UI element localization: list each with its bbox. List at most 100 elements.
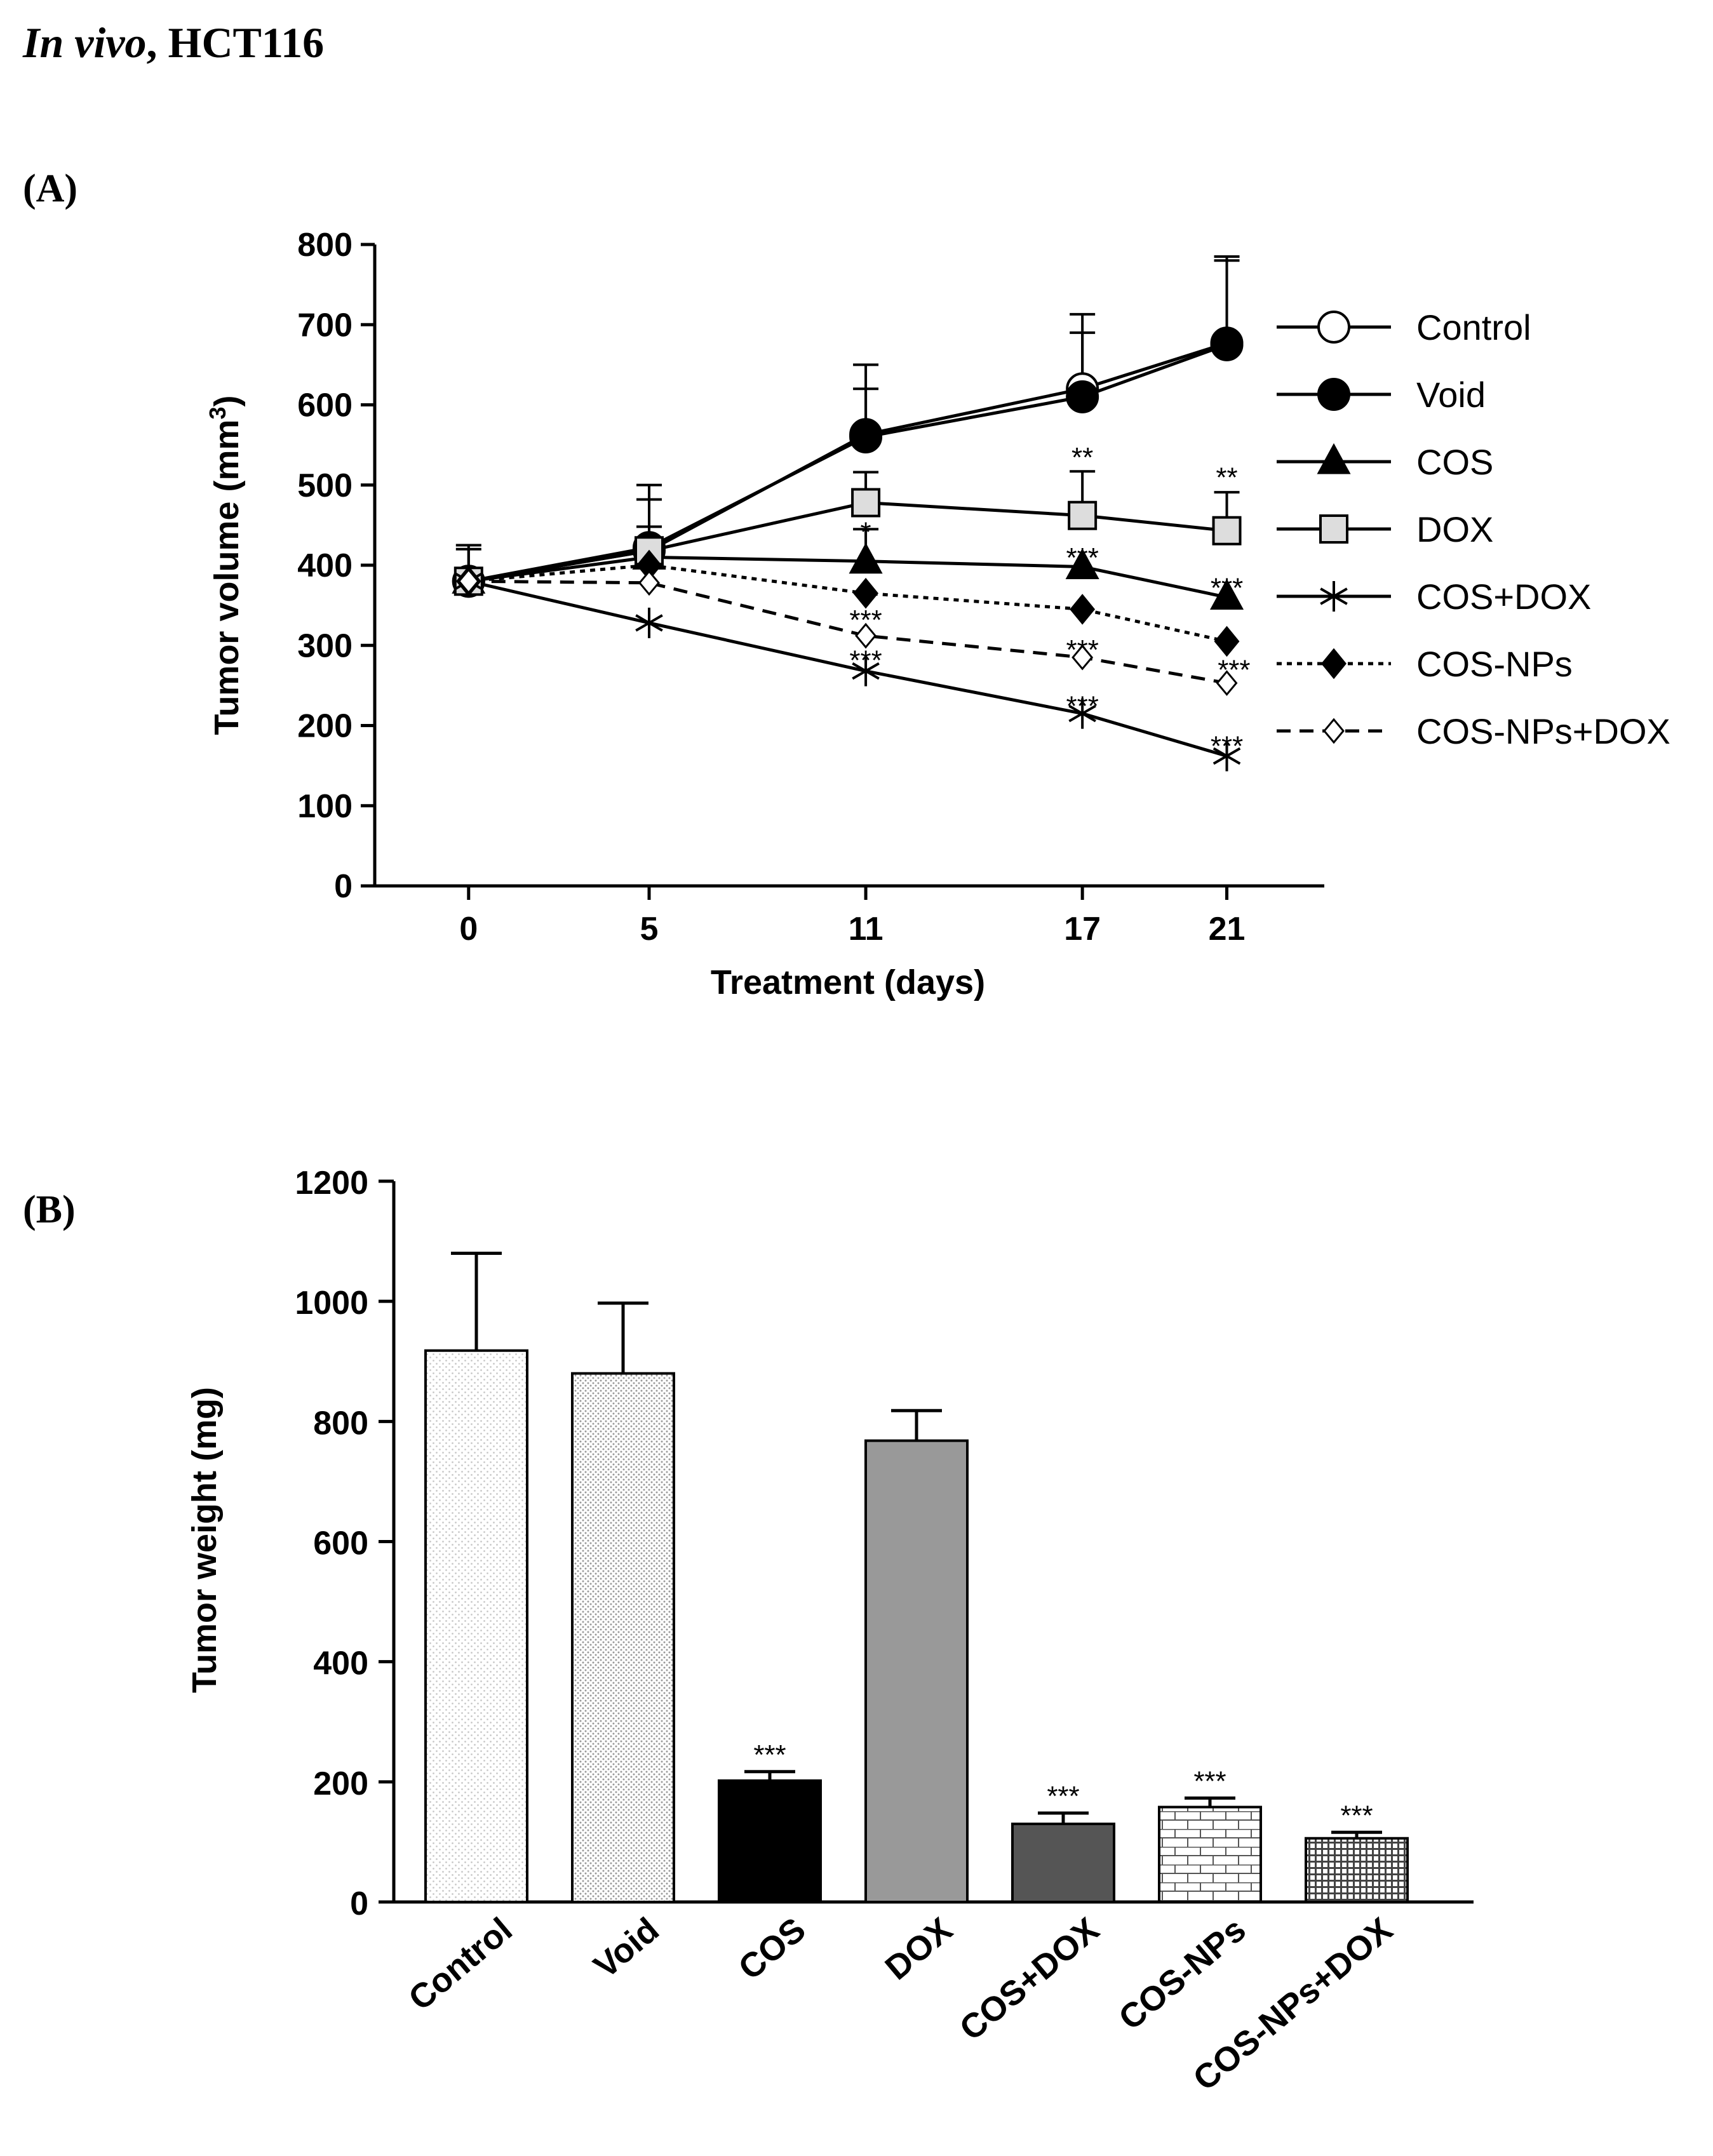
- category-label: COS-NPs: [1112, 1910, 1253, 2037]
- y-axis-title: Tumor weight (mg): [185, 1387, 224, 1693]
- data-point: [635, 607, 663, 638]
- data-point: [638, 570, 660, 596]
- legend-label: Control: [1416, 307, 1531, 347]
- y-tick-label: 600: [313, 1525, 368, 1562]
- significance-label: *: [861, 516, 871, 547]
- y-tick-label: 400: [297, 547, 353, 584]
- series-line-control: [468, 341, 1228, 583]
- legend-label: Void: [1416, 375, 1486, 415]
- y-tick-label: 100: [297, 788, 353, 825]
- y-tick-label: 200: [313, 1765, 368, 1802]
- x-axis-title: Treatment (days): [711, 963, 985, 1001]
- bar-cos: [718, 1779, 822, 1903]
- legend-marker: [1321, 648, 1347, 680]
- legend-label: COS: [1416, 442, 1493, 482]
- y-tick-label: 0: [350, 1885, 368, 1922]
- y-tick-label: 400: [313, 1645, 368, 1682]
- legend-marker: [1319, 514, 1348, 544]
- chart-a-axes: [373, 244, 1324, 888]
- series-line-cos-nps-dox: [468, 579, 1227, 685]
- data-point: [1212, 516, 1242, 546]
- y-tick-label: 600: [297, 387, 353, 424]
- x-tick-label: 17: [1064, 911, 1101, 947]
- data-point: [853, 577, 879, 609]
- x-tick-label: 5: [640, 911, 659, 947]
- significance-annotations: *****************************: [849, 442, 1250, 762]
- data-point: [1068, 500, 1098, 530]
- category-label: COS+DOX: [953, 1910, 1106, 2048]
- category-label: Void: [587, 1910, 666, 1986]
- significance-label: ***: [1211, 573, 1243, 604]
- legend-marker: [1320, 581, 1348, 612]
- significance-label: ***: [753, 1739, 786, 1771]
- significance-label: ***: [1066, 542, 1098, 573]
- y-tick-label: 300: [297, 627, 353, 664]
- data-point: [1071, 644, 1094, 671]
- y-tick-label: 0: [334, 868, 353, 905]
- series-group: [452, 255, 1244, 772]
- data-point: [1214, 626, 1240, 657]
- y-tick-label: 800: [313, 1405, 368, 1442]
- data-point: [1068, 698, 1096, 729]
- significance-label: ***: [1193, 1765, 1226, 1797]
- y-ticks: 0 100 200 300 400 500 600 700 800: [297, 227, 375, 905]
- significance-label: ***: [1066, 690, 1098, 721]
- significance-label: ***: [849, 645, 882, 676]
- data-point: [1065, 548, 1099, 580]
- data-point: [852, 655, 880, 686]
- data-point: [457, 568, 480, 594]
- legend-label: COS+DOX: [1416, 577, 1591, 617]
- bars-group: *** *** *** ***: [424, 1252, 1409, 1904]
- series-line-cos-nps: [468, 563, 1228, 643]
- significance-label: ***: [1218, 655, 1250, 686]
- category-label: COS: [731, 1910, 812, 1987]
- bar-control: [424, 1349, 528, 1904]
- significance-label: ***: [1211, 730, 1243, 761]
- page-title: In vivo, HCT116: [23, 18, 325, 67]
- significance-label: ***: [1047, 1781, 1079, 1812]
- panel-a-label: (A): [23, 167, 78, 210]
- data-point: [1216, 670, 1238, 696]
- x-ticks: 0 5 11 17 21: [459, 886, 1245, 947]
- significance-label: **: [1071, 442, 1093, 473]
- bar-cos-nps-dox: [1305, 1837, 1409, 1904]
- data-point: [1066, 380, 1099, 413]
- y-ticks: 0 200 400 600 800 1000 1200: [295, 1165, 394, 1922]
- x-tick-label: 11: [849, 911, 883, 947]
- legend-label: COS-NPs: [1416, 644, 1573, 684]
- y-tick-label: 1000: [295, 1285, 368, 1322]
- data-point: [1070, 594, 1096, 625]
- legend-marker: [1323, 718, 1345, 744]
- y-tick-label: 200: [297, 708, 353, 745]
- data-point: [849, 542, 883, 574]
- significance-label: ***: [849, 605, 882, 636]
- legend: Control Void COS DOX COS+DOX COS-NPs COS-NPs+D…: [1277, 307, 1670, 751]
- x-tick-label: 21: [1209, 911, 1246, 947]
- data-point: [1209, 579, 1244, 610]
- data-point: [1213, 740, 1241, 772]
- bar-dox: [864, 1439, 969, 1903]
- y-tick-label: 1200: [295, 1165, 368, 1202]
- series-line-dox: [468, 501, 1227, 583]
- data-point: [1210, 328, 1244, 361]
- legend-marker: [1317, 378, 1350, 411]
- y-axis-title: Tumor volume (mm3): [205, 395, 246, 735]
- legend-label: COS-NPs+DOX: [1416, 711, 1670, 751]
- data-point: [855, 622, 877, 649]
- bar-cos-dox: [1011, 1823, 1115, 1903]
- category-label: DOX: [878, 1910, 959, 1987]
- significance-label: ***: [1340, 1800, 1373, 1831]
- y-tick-label: 700: [297, 307, 353, 344]
- y-tick-label: 800: [297, 227, 353, 264]
- tumor-weight-chart: 0 200 400 600 800 1000 1200 *** *** *** *** Contr…: [185, 1165, 1474, 2098]
- bar-cos-nps: [1158, 1805, 1262, 1904]
- legend-label: DOX: [1416, 509, 1493, 549]
- bar-void: [571, 1372, 675, 1903]
- legend-marker: [1317, 443, 1351, 474]
- data-point: [851, 488, 881, 518]
- legend-marker: [1317, 311, 1350, 344]
- x-tick-label: 0: [459, 911, 478, 947]
- significance-label: **: [1216, 462, 1237, 493]
